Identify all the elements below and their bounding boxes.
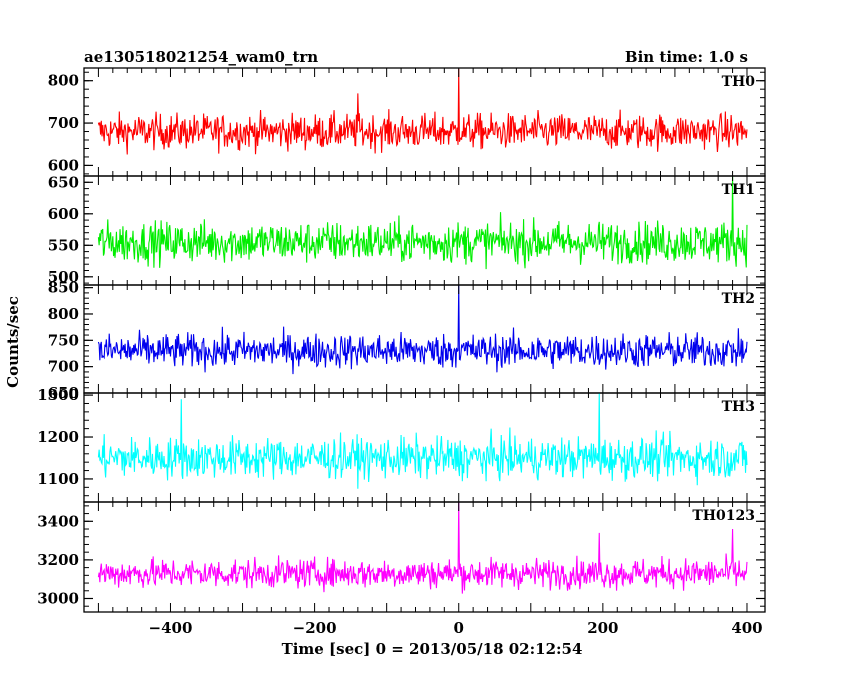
series-line-th0 [97,68,748,155]
y-tick-label: 750 [48,331,79,349]
y-tick-label: 500 [48,268,79,286]
y-tick-label: 1200 [37,428,79,446]
x-tick-label: −200 [293,619,337,637]
panel-th3: 1100 1200 1300 TH3 [37,386,766,503]
y-tick-label: 850 [48,279,79,297]
filename-title: ae130518021254_wam0_trn [84,48,318,66]
panel-th0: 600 700 800 TH0 [48,67,766,177]
y-tick-label: 1300 [37,386,79,404]
panel-th2: 650 700 750 800 850 TH2 [48,279,766,402]
y-tick-label: 3000 [37,589,79,607]
panel-label: TH3 [722,399,755,415]
y-tick-label: 600 [48,205,79,223]
series-line-th1 [97,176,748,270]
y-axis-title: Counts/sec [4,296,22,388]
x-tick-label: −400 [149,619,193,637]
y-tick-label: 1100 [37,470,79,488]
series-line-th2 [97,285,748,375]
panel-th0123: 3000 3200 3400 TH0123 [37,501,766,613]
panel-frame [83,501,766,613]
panel-label: TH2 [722,291,755,307]
panel-label: TH0 [722,74,756,90]
x-axis-title: Time [sec] 0 = 2013/05/18 02:12:54 [282,640,583,658]
y-tick-label: 550 [48,236,79,254]
y-tick-label: 3400 [37,512,79,530]
y-tick-label: 3200 [37,551,79,569]
bin-time-label: Bin time: 1.0 s [625,48,748,66]
x-tick-label: 0 [454,619,464,637]
y-tick-label: 800 [48,305,79,323]
y-tick-label: 700 [48,114,79,132]
panel-frame [83,284,766,394]
x-tick-label: 200 [587,619,618,637]
y-tick-label: 700 [48,358,79,376]
y-tick-label: 800 [48,72,79,90]
y-tick-label: 650 [48,173,79,191]
y-tick-label: 600 [48,156,79,174]
panel-label: TH1 [722,182,755,198]
series-line-th3 [97,393,748,489]
series-line-th0123 [97,502,748,594]
panel-label: TH0123 [692,508,755,524]
panel-th1: 500 550 600 650 TH1 [48,173,766,286]
y-tick-label: 650 [48,384,79,402]
x-tick-label: 400 [731,619,762,637]
